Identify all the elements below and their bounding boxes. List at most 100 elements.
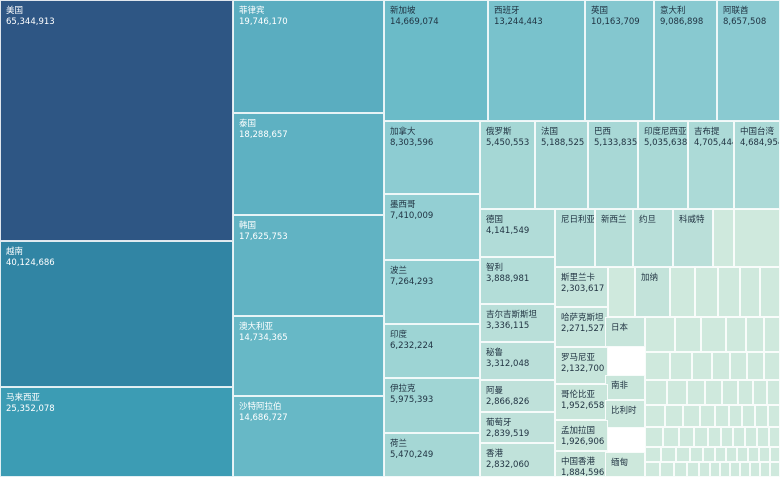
treemap-cell[interactable]: 哥伦比亚 1,952,658 xyxy=(555,384,608,420)
treemap-cell-small[interactable] xyxy=(770,462,780,477)
treemap-cell-small[interactable] xyxy=(769,427,780,447)
treemap-cell-small[interactable] xyxy=(740,267,760,317)
treemap-cell-small[interactable] xyxy=(675,317,701,352)
treemap-cell[interactable]: 美国 65,344,913 xyxy=(0,0,233,241)
treemap-cell-small[interactable] xyxy=(645,317,675,352)
treemap-cell-small[interactable] xyxy=(753,380,767,405)
treemap-cell[interactable]: 菲律宾 19,746,170 xyxy=(233,0,384,113)
treemap-cell[interactable]: 孟加拉国 1,926,906 xyxy=(555,420,608,451)
treemap-cell-small[interactable] xyxy=(692,352,712,380)
treemap-cell[interactable]: 越南 40,124,686 xyxy=(0,241,233,387)
treemap-cell[interactable]: 韩国 17,625,753 xyxy=(233,215,384,316)
treemap-cell-small[interactable] xyxy=(750,462,760,477)
treemap-cell-small[interactable] xyxy=(645,352,670,380)
treemap-cell[interactable]: 中国台湾 4,684,954 xyxy=(734,121,780,209)
treemap-cell[interactable]: 加拿大 8,303,596 xyxy=(384,121,480,194)
treemap-cell-small[interactable] xyxy=(713,209,734,267)
treemap-cell[interactable]: 印度 6,232,224 xyxy=(384,324,480,378)
treemap-cell-small[interactable] xyxy=(737,447,748,462)
treemap-cell-small[interactable] xyxy=(690,447,703,462)
treemap-cell-small[interactable] xyxy=(645,462,660,477)
treemap-cell[interactable]: 葡萄牙 2,839,519 xyxy=(480,412,555,443)
treemap-cell-small[interactable] xyxy=(715,447,726,462)
treemap-cell-small[interactable] xyxy=(759,447,770,462)
treemap-cell-small[interactable] xyxy=(764,317,780,352)
treemap-cell-small[interactable] xyxy=(645,447,661,462)
treemap-cell-small[interactable] xyxy=(738,380,753,405)
treemap-cell[interactable]: 日本 xyxy=(605,317,645,347)
treemap-cell-small[interactable] xyxy=(695,267,718,317)
treemap-cell-small[interactable] xyxy=(700,405,715,427)
treemap-cell[interactable]: 俄罗斯 5,450,553 xyxy=(480,121,535,209)
treemap-cell-small[interactable] xyxy=(608,267,635,317)
treemap-cell-small[interactable] xyxy=(694,427,708,447)
treemap-cell-small[interactable] xyxy=(670,352,692,380)
treemap-cell[interactable]: 阿曼 2,866,826 xyxy=(480,380,555,412)
treemap-cell[interactable]: 伊拉克 5,975,393 xyxy=(384,378,480,433)
treemap-cell-small[interactable] xyxy=(715,405,729,427)
treemap-cell[interactable]: 沙特阿拉伯 14,686,727 xyxy=(233,396,384,477)
treemap-cell-small[interactable] xyxy=(742,405,755,427)
treemap-cell[interactable]: 中国香港 1,884,596 xyxy=(555,451,608,477)
treemap-cell-small[interactable] xyxy=(733,427,745,447)
treemap-cell-small[interactable] xyxy=(770,447,780,462)
treemap-cell[interactable]: 新西兰 xyxy=(595,209,633,267)
treemap-cell[interactable]: 西班牙 13,244,443 xyxy=(488,0,585,121)
treemap-cell-small[interactable] xyxy=(703,447,715,462)
treemap-cell-small[interactable] xyxy=(729,405,742,427)
treemap-cell-small[interactable] xyxy=(665,405,683,427)
treemap-cell-small[interactable] xyxy=(645,405,665,427)
treemap-cell-small[interactable] xyxy=(701,317,726,352)
treemap-cell-small[interactable] xyxy=(760,267,780,317)
treemap-cell-small[interactable] xyxy=(730,352,747,380)
treemap-cell-small[interactable] xyxy=(670,267,695,317)
treemap-cell[interactable]: 斯里兰卡 2,303,617 xyxy=(555,267,608,307)
treemap-cell-small[interactable] xyxy=(708,427,721,447)
treemap-cell-small[interactable] xyxy=(768,405,780,427)
treemap-cell-small[interactable] xyxy=(734,209,780,267)
treemap-cell-small[interactable] xyxy=(747,352,764,380)
treemap-cell-small[interactable] xyxy=(705,380,722,405)
treemap-cell-small[interactable] xyxy=(667,380,687,405)
treemap-cell[interactable]: 约旦 xyxy=(633,209,673,267)
treemap-cell[interactable]: 泰国 18,288,657 xyxy=(233,113,384,215)
treemap-cell[interactable]: 意大利 9,086,898 xyxy=(654,0,717,121)
treemap-cell-small[interactable] xyxy=(726,317,746,352)
treemap-cell[interactable]: 科威特 xyxy=(673,209,713,267)
treemap-cell[interactable]: 比利时 xyxy=(605,400,645,428)
treemap-cell[interactable]: 巴西 5,133,835 xyxy=(588,121,638,209)
treemap-cell-small[interactable] xyxy=(710,462,720,477)
treemap-cell[interactable]: 荷兰 5,470,249 xyxy=(384,433,480,477)
treemap-cell[interactable]: 香港 2,832,060 xyxy=(480,443,555,477)
treemap-cell-small[interactable] xyxy=(720,462,730,477)
treemap-cell-small[interactable] xyxy=(687,380,705,405)
treemap-cell[interactable]: 缅甸 xyxy=(605,452,645,477)
treemap-cell[interactable]: 墨西哥 7,410,009 xyxy=(384,194,480,260)
treemap-cell[interactable]: 智利 3,888,981 xyxy=(480,257,555,304)
treemap-cell[interactable]: 马来西亚 25,352,078 xyxy=(0,387,233,477)
treemap-cell-small[interactable] xyxy=(718,267,740,317)
treemap-cell[interactable]: 新加坡 14,669,074 xyxy=(384,0,488,121)
treemap-cell[interactable]: 加纳 xyxy=(635,267,670,317)
treemap-cell-small[interactable] xyxy=(748,447,759,462)
treemap-cell-small[interactable] xyxy=(721,427,733,447)
treemap-cell[interactable]: 波兰 7,264,293 xyxy=(384,260,480,324)
treemap-cell-small[interactable] xyxy=(699,462,710,477)
treemap-cell-small[interactable] xyxy=(722,380,738,405)
treemap-cell-small[interactable] xyxy=(746,317,764,352)
treemap-cell[interactable]: 法国 5,188,525 xyxy=(535,121,588,209)
treemap-cell[interactable]: 南非 xyxy=(605,375,645,400)
treemap-cell-small[interactable] xyxy=(755,405,768,427)
treemap-cell-small[interactable] xyxy=(660,462,674,477)
treemap-cell[interactable]: 德国 4,141,549 xyxy=(480,209,555,257)
treemap-cell-small[interactable] xyxy=(645,380,667,405)
treemap-cell-small[interactable] xyxy=(663,427,679,447)
treemap-cell[interactable]: 澳大利亚 14,734,365 xyxy=(233,316,384,396)
treemap-cell-small[interactable] xyxy=(676,447,690,462)
treemap-cell-small[interactable] xyxy=(674,462,687,477)
treemap-cell[interactable]: 印度尼西亚 5,035,638 xyxy=(638,121,688,209)
treemap-cell-small[interactable] xyxy=(679,427,694,447)
treemap-cell-small[interactable] xyxy=(683,405,700,427)
treemap-cell[interactable]: 秘鲁 3,312,048 xyxy=(480,342,555,380)
treemap-cell[interactable]: 尼日利亚 xyxy=(555,209,595,267)
